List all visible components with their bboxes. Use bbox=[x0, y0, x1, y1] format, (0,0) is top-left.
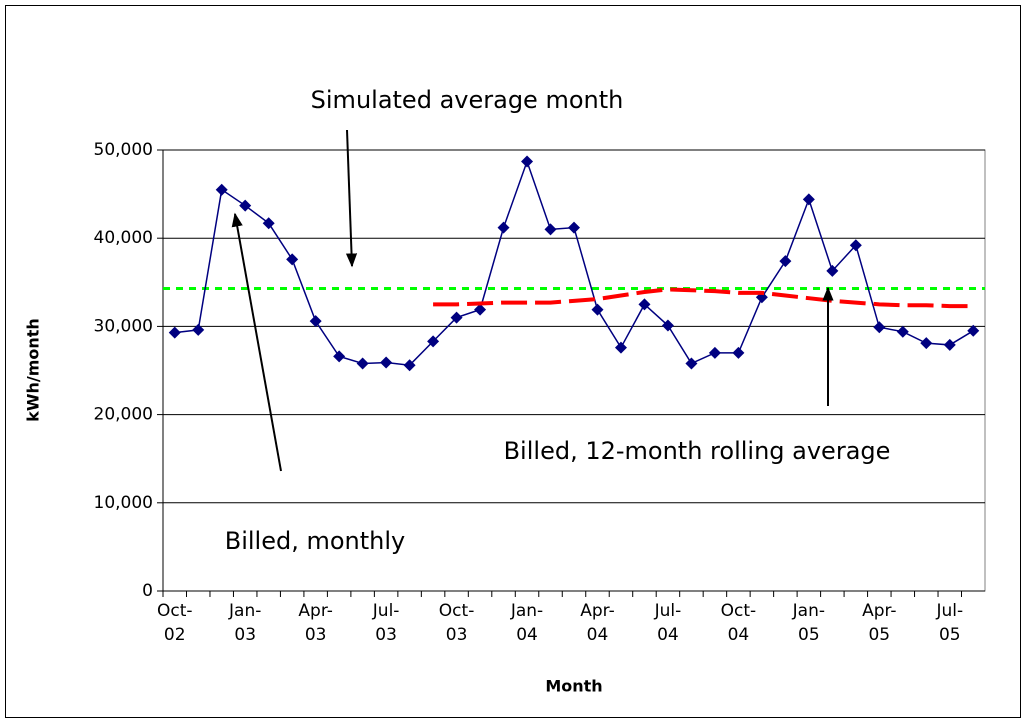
data-point bbox=[614, 341, 627, 354]
data-point bbox=[333, 350, 346, 363]
data-point bbox=[497, 221, 510, 234]
data-point bbox=[544, 223, 557, 236]
y-tick-label: 0 bbox=[142, 581, 153, 601]
data-point bbox=[262, 217, 275, 230]
x-tick-label: Jan-05 bbox=[792, 601, 825, 645]
data-point bbox=[920, 337, 933, 350]
x-tick-label: Oct-02 bbox=[157, 601, 193, 645]
arrow bbox=[345, 129, 358, 268]
data-point bbox=[239, 199, 252, 212]
x-tick-label: Oct-04 bbox=[721, 601, 757, 645]
data-point bbox=[168, 326, 181, 339]
data-point bbox=[192, 323, 205, 336]
data-point bbox=[309, 315, 322, 328]
x-tick-label: Apr-04 bbox=[580, 601, 614, 645]
data-point bbox=[521, 155, 534, 168]
data-point bbox=[215, 183, 228, 196]
y-tick-label: 30,000 bbox=[94, 316, 153, 336]
x-tick-label: Apr-05 bbox=[862, 601, 896, 645]
x-tick-label: Apr-03 bbox=[298, 601, 332, 645]
data-point bbox=[474, 303, 487, 316]
annotation: Billed, 12-month rolling average bbox=[504, 437, 891, 465]
series-line bbox=[433, 287, 974, 309]
data-point bbox=[849, 239, 862, 252]
annotation: Simulated average month bbox=[311, 86, 624, 114]
data-point bbox=[427, 335, 440, 348]
y-tick-label: 20,000 bbox=[94, 405, 153, 425]
annotation: Billed, monthly bbox=[225, 527, 406, 555]
arrow bbox=[231, 212, 282, 472]
y-axis-title: kWh/month bbox=[24, 318, 43, 422]
data-point bbox=[873, 321, 886, 334]
data-point bbox=[380, 356, 393, 369]
data-point bbox=[356, 357, 369, 370]
data-point bbox=[732, 346, 745, 359]
data-point bbox=[450, 311, 463, 324]
data-point bbox=[568, 221, 580, 234]
x-tick-label: Jan-03 bbox=[228, 601, 261, 645]
y-tick-label: 40,000 bbox=[94, 228, 153, 248]
data-point bbox=[708, 346, 721, 359]
data-point bbox=[685, 357, 698, 370]
data-point bbox=[286, 253, 299, 266]
y-tick-label: 10,000 bbox=[94, 493, 153, 513]
plot-area bbox=[162, 149, 986, 592]
y-tick-label: 50,000 bbox=[94, 140, 153, 160]
x-tick-label: Oct-03 bbox=[439, 601, 475, 645]
data-point bbox=[591, 303, 604, 316]
data-point bbox=[403, 359, 416, 372]
data-point bbox=[943, 338, 956, 351]
x-tick-label: Jul-04 bbox=[654, 601, 682, 645]
x-tick-label: Jul-03 bbox=[372, 601, 400, 645]
data-point bbox=[967, 324, 980, 337]
data-point bbox=[638, 298, 651, 311]
data-point bbox=[826, 264, 839, 277]
x-tick-label: Jul-05 bbox=[935, 601, 963, 645]
data-point bbox=[896, 325, 909, 338]
data-point bbox=[802, 193, 815, 206]
data-point bbox=[779, 255, 792, 268]
x-axis-title: Month bbox=[545, 677, 602, 696]
x-tick-label: Jan-04 bbox=[510, 601, 543, 645]
data-point bbox=[661, 319, 674, 332]
